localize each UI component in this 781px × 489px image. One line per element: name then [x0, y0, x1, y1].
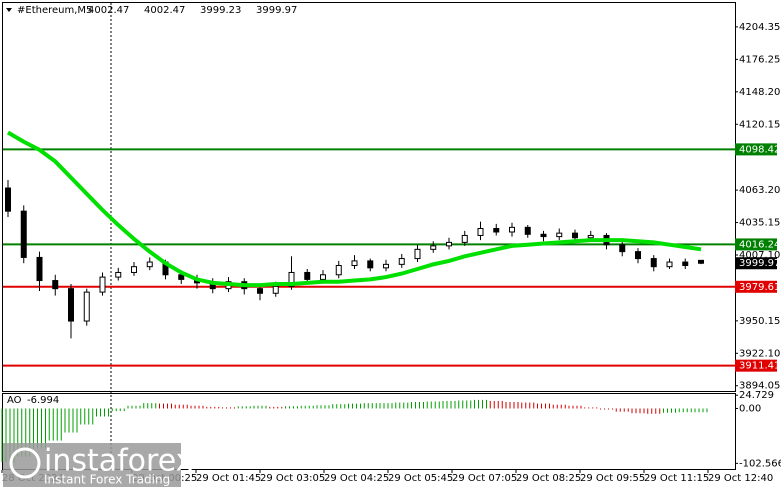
- candle-body: [99, 276, 106, 293]
- y-tick-label: 4035.15: [739, 218, 780, 229]
- menu-arrow: [6, 8, 12, 12]
- candle-body: [288, 271, 295, 287]
- level-label-box: [735, 280, 777, 293]
- main-frame: [2, 2, 736, 392]
- candle-body: [351, 260, 358, 267]
- x-tick-label: 29 Oct 11:15: [644, 473, 709, 484]
- watermark-brand: instaforex: [44, 444, 193, 479]
- candle-body: [556, 232, 563, 238]
- y-tick-label: 4176.25: [739, 54, 780, 65]
- x-tick-label: 29 Oct 01:45: [196, 473, 261, 484]
- candle-body: [36, 256, 43, 282]
- candle-body: [272, 285, 279, 294]
- candle-body: [446, 241, 452, 247]
- candle-body: [666, 261, 673, 268]
- watermark-logo: [9, 447, 41, 479]
- candle-body: [335, 265, 342, 276]
- x-tick-label: 29 Oct 05:45: [388, 473, 453, 484]
- candle-body: [540, 233, 547, 238]
- symbol: #Ethereum,M5: [17, 5, 92, 16]
- level-label: 3979.61: [739, 282, 780, 293]
- y-tick-label: 4007.10: [739, 250, 780, 261]
- candle-body: [178, 274, 185, 280]
- level-label-box: [735, 143, 777, 156]
- header: #Ethereum,M5 4002.47 4002.47 3999.23 3999.9…: [17, 5, 297, 16]
- candle-body: [320, 274, 326, 280]
- candle-body: [131, 266, 137, 273]
- y-tick-label: 4120.15: [739, 119, 780, 130]
- y-tick-label: 3894.05: [739, 381, 780, 392]
- x-tick-label: 29 Oct 04:25: [324, 473, 389, 484]
- y-tick-label: 3950.15: [739, 316, 780, 327]
- ao-name: AO: [7, 395, 22, 406]
- candle-body: [650, 258, 657, 268]
- header-low: 3999.23: [200, 5, 241, 16]
- level-label-box: [735, 359, 777, 372]
- y-tick-label: 3922.10: [739, 348, 780, 359]
- x-tick-label: 29 Oct 03:05: [260, 473, 325, 484]
- candle-body: [414, 248, 421, 260]
- candle-body: [257, 288, 263, 294]
- candle-body: [682, 261, 689, 267]
- header-close: 3999.97: [256, 5, 297, 16]
- price-label: 3999.97: [739, 258, 780, 269]
- candle-body: [383, 263, 389, 269]
- candle-body: [698, 259, 704, 264]
- level-label: 4016.24: [739, 239, 780, 250]
- x-tick-label: 29 Oct 09:55: [580, 473, 645, 484]
- y-tick-label: 4063.20: [739, 185, 780, 196]
- candle-body: [83, 291, 90, 322]
- candle-body: [477, 228, 484, 236]
- watermark-tagline: Instant Forex Trading: [44, 473, 170, 487]
- candle-body: [146, 261, 153, 268]
- price-label-box: [735, 257, 777, 270]
- candle-body: [398, 258, 405, 265]
- candle-body: [430, 245, 437, 250]
- candle-body: [509, 226, 515, 233]
- level-label-box: [735, 238, 777, 251]
- candle-body: [304, 271, 311, 280]
- candle-body: [5, 187, 11, 212]
- x-tick-label: 29 Oct 12:40: [708, 473, 773, 484]
- moving-average: [6, 130, 702, 288]
- candle-body: [635, 251, 641, 260]
- x-tick-label: 29 Oct 08:25: [516, 473, 581, 484]
- level-label: 3911.41: [739, 361, 780, 372]
- candle-body: [493, 228, 500, 233]
- ao-tick-label: -102.566: [739, 458, 781, 469]
- candle-body: [572, 232, 578, 239]
- header-open: 4002.47: [88, 5, 129, 16]
- ao-value: -6.994: [27, 395, 59, 406]
- candle-body: [52, 280, 59, 290]
- level-label: 4098.42: [739, 144, 780, 155]
- candle-body: [619, 244, 626, 253]
- y-tick-label: 4148.20: [739, 87, 780, 98]
- y-tick-label: 4204.35: [739, 22, 780, 33]
- ao-tick-label: 24.729: [739, 390, 774, 401]
- candle-body: [20, 210, 27, 258]
- candle-body: [524, 226, 531, 235]
- ao-tick-label: 0.00: [739, 403, 761, 414]
- candle-body: [68, 288, 74, 322]
- candle-body: [367, 260, 374, 269]
- candle-body: [115, 271, 122, 278]
- x-tick-label: 29 Oct 07:05: [452, 473, 517, 484]
- candle-body: [461, 234, 468, 243]
- header-high: 4002.47: [144, 5, 185, 16]
- candle-body: [587, 234, 594, 239]
